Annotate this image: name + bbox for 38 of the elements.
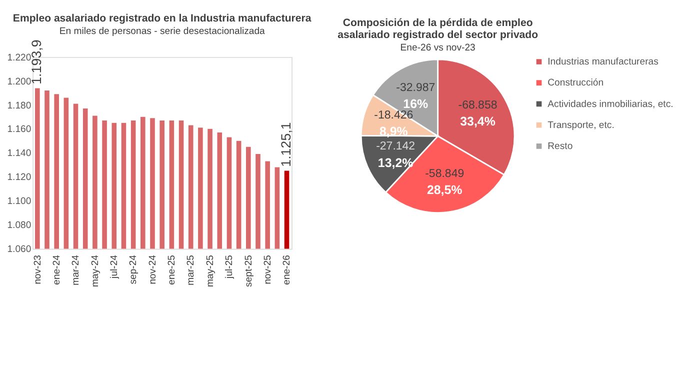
x-tick-label: mar-24 — [70, 254, 82, 286]
y-tick-label: 1.080 — [7, 220, 32, 232]
legend-label: Resto — [548, 141, 573, 152]
legend-label: Construcción — [548, 78, 604, 89]
y-tick-label: 1.060 — [7, 244, 32, 256]
text: -27.142 13,2% — [376, 140, 416, 170]
chart-subtitle: En miles de personas - serie desestacionalizada — [59, 26, 266, 37]
text: -32.987 16% — [396, 82, 436, 112]
x-tick-label: may-25 — [204, 255, 216, 287]
y-tick-label: 1.140 — [7, 148, 32, 160]
x-tick-label: may-24 — [90, 254, 101, 287]
x-tick-label: ene-24 — [51, 254, 62, 285]
x-tick-label: sept-25 — [243, 255, 254, 287]
text: -58.849 28,5% — [425, 168, 464, 198]
y-tick-label: 1.220 — [7, 52, 32, 64]
x-tick-label: ene-25 — [166, 255, 178, 285]
legend-label: Actividades inmobiliarias, etc. — [548, 98, 674, 110]
text: -18.426 8,9% — [374, 109, 414, 139]
x-tick-label: nov-23 — [32, 255, 44, 284]
x-tick-label: nov-24 — [147, 254, 158, 284]
legend-label: Industrias manufactureras — [548, 56, 659, 68]
y-tick-label: 1.180 — [7, 100, 32, 112]
x-tick-label: jul-25 — [224, 255, 236, 280]
x-tick-label: sep-24 — [128, 254, 140, 284]
chart-title: Composición de la pérdida de empleo asalariado registrado del sector privado — [338, 16, 539, 42]
y-tick-label: 1.200 — [7, 76, 32, 88]
legend-label: Transporte, etc. — [548, 120, 614, 131]
x-tick-label: ene-26 — [282, 255, 293, 285]
y-tick-label: 1.160 — [7, 124, 32, 136]
x-tick-label: nov-25 — [262, 255, 274, 284]
chart-subtitle: Ene-26 vs nov-23 — [400, 42, 476, 54]
x-tick-label: mar-25 — [186, 255, 197, 286]
text: -68.858 33,4% — [458, 99, 498, 129]
chart-title: Empleo asalariado registrado en la Industria manufacturera — [12, 12, 312, 24]
y-tick-label: 1.100 — [7, 196, 32, 208]
x-tick-label: jul-24 — [109, 254, 120, 280]
data-label: 1.125,1 — [278, 122, 294, 167]
y-tick-label: 1.120 — [7, 172, 32, 184]
